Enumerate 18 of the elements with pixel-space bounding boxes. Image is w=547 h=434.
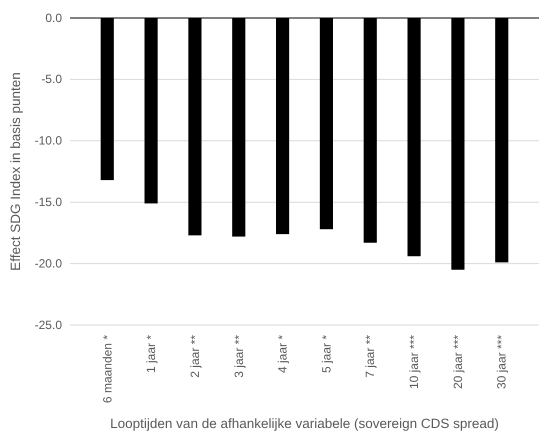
y-tick-label: -15.0 (34, 195, 62, 210)
y-tick-label: 0.0 (45, 10, 62, 25)
x-axis-title: Looptijden van de afhankelijke variabele (sovereign CDS spread) (110, 416, 499, 431)
x-tick-label: 2 jaar ** (188, 334, 202, 378)
x-tick-label: 20 jaar *** (450, 334, 465, 390)
y-axis-title: Effect SDG Index in basis punten (8, 72, 23, 271)
y-tick-label: -20.0 (34, 256, 62, 270)
x-tick-label: 7 jaar ** (363, 334, 378, 378)
x-tick-label: 10 jaar *** (407, 334, 422, 390)
x-tick-label: 30 jaar *** (494, 334, 509, 390)
y-tick-label: -25.0 (34, 318, 62, 332)
x-tick-label: 5 jaar * (319, 334, 334, 374)
y-tick-label: -10.0 (34, 134, 62, 148)
x-tick-label: 4 jaar * (276, 334, 290, 374)
x-tick-label: 1 jaar * (144, 334, 158, 374)
x-tick-label: 6 maanden * (100, 334, 114, 404)
x-tick-label: 3 jaar ** (232, 334, 246, 378)
y-tick-label: -5.0 (41, 72, 62, 86)
